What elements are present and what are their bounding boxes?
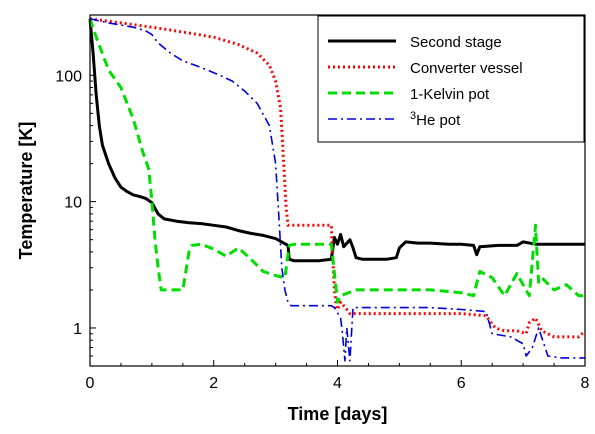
y-tick-label: 100 bbox=[55, 68, 82, 85]
series-line-0 bbox=[88, 18, 585, 263]
y-axis-title: Temperature [K] bbox=[16, 122, 36, 260]
ticks-layer: 0 2 4 6 8 1 10 100 bbox=[55, 14, 590, 392]
legend-label-3: 3He pot bbox=[410, 110, 461, 129]
x-tick-label: 2 bbox=[209, 375, 218, 392]
legend-label-1: Converter vessel bbox=[410, 60, 523, 77]
series-line-3 bbox=[89, 18, 585, 362]
y-tick-label: 1 bbox=[73, 321, 82, 338]
legend-superscript: 3 bbox=[410, 110, 416, 122]
x-axis-title: Time [days] bbox=[288, 404, 388, 424]
legend: Second stage Converter vessel 1-Kelvin pot… bbox=[317, 15, 585, 143]
x-tick-label: 6 bbox=[457, 375, 466, 392]
legend-box bbox=[317, 15, 585, 143]
legend-label-2: 1-Kelvin pot bbox=[410, 86, 490, 103]
x-tick-label: 0 bbox=[86, 375, 95, 392]
x-tick-label: 4 bbox=[333, 375, 342, 392]
x-tick-label: 8 bbox=[581, 375, 590, 392]
series-layer bbox=[88, 17, 587, 362]
series-line-2 bbox=[88, 18, 585, 304]
legend-label-text: He pot bbox=[416, 112, 461, 129]
y-tick-label: 10 bbox=[64, 195, 82, 212]
legend-label-0: Second stage bbox=[410, 34, 502, 51]
series-line-1 bbox=[89, 17, 587, 339]
